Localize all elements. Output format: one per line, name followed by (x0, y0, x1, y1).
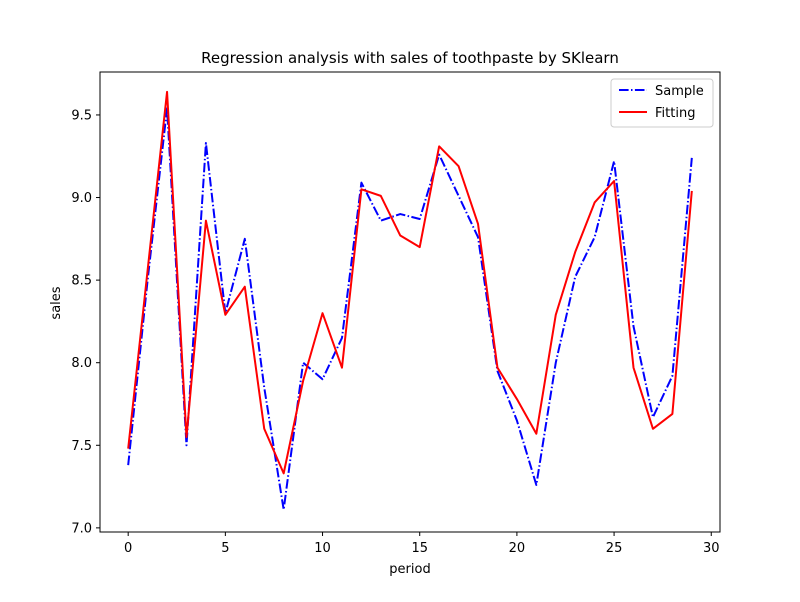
y-axis-label: sales (49, 286, 64, 319)
y-tick-label: 7.0 (71, 521, 92, 536)
y-tick-label: 7.5 (71, 439, 92, 454)
legend: Sample Fitting (610, 78, 714, 128)
x-tick-label: 25 (606, 541, 623, 556)
legend-label-fitting: Fitting (655, 106, 695, 121)
series-line-fitting (127, 90, 693, 475)
y-tick-label: 9.0 (71, 191, 92, 206)
y-tick-label: 8.0 (71, 356, 92, 371)
x-tick-label: 30 (703, 541, 720, 556)
x-tick-label: 15 (411, 541, 428, 556)
legend-label-sample: Sample (655, 84, 704, 99)
x-tick-label: 5 (221, 541, 229, 556)
plot-area-frame (99, 71, 721, 533)
x-axis-label: period (389, 562, 430, 577)
x-tick-label: 0 (124, 541, 132, 556)
y-tick-label: 9.5 (71, 108, 92, 123)
x-tick-label: 20 (509, 541, 526, 556)
y-tick-label: 8.5 (71, 274, 92, 289)
axis-ticks: 0 5 10 15 20 25 30 7.0 7.5 8.0 8.5 9.0 9.5 (71, 108, 719, 556)
series-lines (127, 90, 693, 511)
series-line-sample (127, 107, 693, 511)
chart-title: Regression analysis with sales of toothp… (201, 49, 619, 67)
x-tick-label: 10 (314, 541, 331, 556)
